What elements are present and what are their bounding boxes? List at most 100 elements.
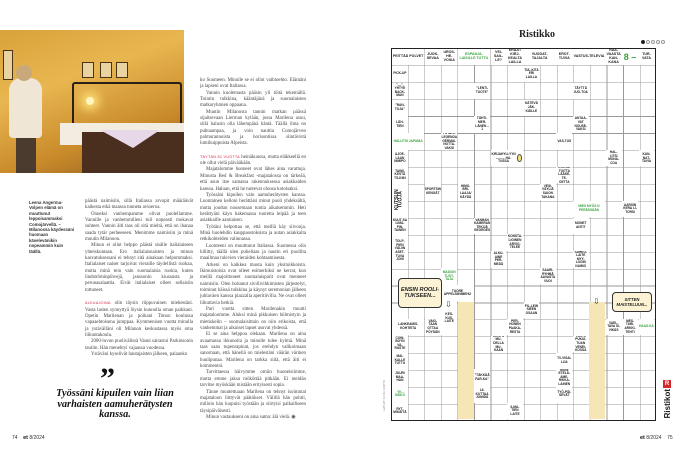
paragraph: Vannin kuolemasta pääsin yli töitä tekem… <box>200 90 306 109</box>
clue-text: VAIO-TAAN OTTAA PÖYDÄN <box>425 318 440 334</box>
crossword-clue: AARSIN KERA LI-TORSI <box>622 200 638 218</box>
clue-text: SÄHKÖ-LAITE MYY-LOGIN NAIMO <box>574 251 588 268</box>
crossword-clue: ”LENTI-TUOTE” <box>474 82 491 99</box>
crossword-clue: HAAS-KA <box>638 318 655 336</box>
clue-text: PIL-LEIN SIEEN OSAAN <box>524 303 539 315</box>
clue-text: COW-BOYN VA-RUSTE <box>394 335 406 351</box>
crossword-clue: VANHAN KAMERAN TEKIJÄ GEORGES <box>474 217 491 234</box>
arrow-down-icon: ⇩ <box>593 297 600 306</box>
highlighted-answer-column[interactable] <box>457 301 474 420</box>
clue-text: PER-HONEN PAAKA-RESTA <box>508 318 522 334</box>
crossword-clue: KÄTEVÄ JÄK-KÄILLE <box>523 99 540 116</box>
paragraph-text: heinäkuussa, mutta eläkkeellä en ole oll… <box>200 154 306 167</box>
clue-text: TAIMI-KESTÄ TS-KIIN <box>394 168 406 180</box>
highlighted-answer-column[interactable] <box>589 301 606 420</box>
clue-text: ”LENTI-TUOTE” <box>475 86 489 94</box>
crossword-clue: TV-VISAI-LIJA <box>556 352 573 369</box>
crossword-clue: TOLP-PIEN VÄLIIN ASET-TUVA JONI <box>392 234 408 268</box>
magazine-name: et <box>23 435 29 441</box>
photo-caption: Leena Angerma-Volpen elämä on muuttunut … <box>29 200 75 254</box>
crossword-title: Ristikko <box>518 29 556 40</box>
crossword-clue: KES-KUS-LAITE <box>441 301 458 336</box>
crossword-clue: ”RAN-TOJA” <box>392 99 408 116</box>
clue-text: LANKEAMIS-KOHTEITA <box>398 322 419 330</box>
clue-text: TUR-VATA <box>641 52 651 61</box>
bed-frame <box>72 82 182 134</box>
paragraph: Työssäni kipuilen vain aamuherätysten ka… <box>200 192 306 224</box>
issue: 8/2024 <box>29 435 45 441</box>
paragraph: Minun ei ollut helppo päästä sisälle ita… <box>85 243 193 293</box>
crossword-clue: TUORE APPELSIINIMEHU <box>441 285 474 302</box>
crossword-clue: KIRJAHYLLYYN ––––– HA-TUSSA <box>490 150 523 167</box>
difficulty-dot <box>641 40 645 44</box>
section-2-body: Majatalomme huoneet ovat lähes aina vara… <box>200 167 306 421</box>
clue-text: KIRJAHYLLYYN ––––– HA-TUSSA <box>491 151 516 164</box>
crossword-clue: TAIMI-KESTÄ TS-KIIN <box>392 167 408 184</box>
clue-text: VAEL-TAVA SI-VIKÄS <box>607 320 621 332</box>
clue-text: ANTAA-VAT NOUSE-VAKSI <box>574 116 587 132</box>
clue-text: KUTSUN TUOJA <box>394 190 404 211</box>
brand-name: Ristikot <box>662 389 672 419</box>
speech-bubble-left: ENSIN ROOLI-TUKSEEN... <box>398 278 442 308</box>
crossword-clue: SÄHKÖ-LAITE MYY-LOGIN NAIMO <box>572 251 589 268</box>
quote-mark-icon: ” <box>100 362 115 395</box>
crossword-header-clue: VUODAT-TAJALTA <box>523 49 556 66</box>
clue-text: TOLP-PIEN VÄLIIN ASET-TUVA JONI <box>394 239 406 262</box>
crossword-clue: ILMA-TIEN LAITE <box>507 403 523 420</box>
clue-text: KÄTEVÄ JÄK-KÄILLE <box>524 101 538 113</box>
difficulty-dot <box>656 40 660 44</box>
crossword-clue: TÄHTI-PUKUI-TUAN VENEI-KOSSA <box>572 335 589 352</box>
clue-text: MONET ANTIT <box>574 221 587 229</box>
crossword-clue: KENYS MU-DELLA MU-KAAN <box>490 335 507 352</box>
crossword-clue: SAARI-RYHMÄ AAVASTA VUOI <box>539 268 556 285</box>
crossword-clue: JUURI MAA-HAN <box>392 369 408 386</box>
crossword-clue: SPORTSIN KENGÄT <box>424 183 441 201</box>
person <box>9 78 42 138</box>
crossword-header-clue: ESPANJA-LAISILLE TUTTU <box>457 49 491 66</box>
clue-text: ”––”-YHTYE BACK-MAN <box>394 82 406 98</box>
issue: 8/2024 <box>646 435 662 441</box>
clue-text: KES-KUS-LAITE <box>444 312 454 324</box>
clue-text: JUOK-SEVAA <box>426 52 439 61</box>
crossword-clue: TÄHTI-MER-LÄNEN – 1 <box>474 116 491 133</box>
article-column-1: päästä naimisiin, sillä Italiassa arvopi… <box>85 199 193 358</box>
paragraph: päästä naimisiin, sillä Italiassa arvopi… <box>85 199 193 211</box>
clue-text: VAS-TUS <box>557 138 572 143</box>
page-footer-right: et 8/2024 75 <box>640 435 673 441</box>
clue-text: VEI-SAIL-LE? <box>493 50 504 63</box>
crossword-clue: COW-BOYN VA-RUSTE <box>392 335 408 352</box>
clue-text: YK-SIKKÖ <box>394 389 405 398</box>
ristikot-brand: R Ristikot <box>660 380 674 424</box>
clue-text: RYT-MIKÄITÄ <box>393 406 407 415</box>
crossword-clue: VAIO-TAAN OTTAA PÖYDÄN <box>424 318 441 336</box>
crossword-clue: ”––”-YHTYE BACK-MAN <box>392 82 408 99</box>
crossword-clue: KONSTA-LIGINEN ARVIO-TELEE <box>507 234 523 251</box>
clue-text: EROT-TUVIA <box>558 52 570 61</box>
clue-text: SAARI-RYHMÄ AAVASTA VUOI <box>540 268 556 283</box>
crossword-clue: LANKEAMIS-KOHTEITA <box>392 318 425 336</box>
clue-text: KONSTA-LIGINEN ARVIO-TELEE <box>507 234 523 250</box>
crossword-clue: FUTARI-LEGENDA GERMAI-NOTTA-VAKSI <box>441 133 458 150</box>
crossword-clue: MONET ANTIT <box>572 217 589 234</box>
crossword-clue: MIES MYÖS N PERÄSSÄÄN <box>572 200 606 218</box>
crossword-clue: VAS-TUS <box>556 133 573 150</box>
crossword-clue: RYT-MIKÄITÄ <box>392 403 408 420</box>
clue-text: KAN-NAT-TAVIA <box>641 151 652 164</box>
crossword-header-clue: JUOK-SEVAA <box>424 49 441 66</box>
clue-text: VESI-VÄYLIÄ SAION TAKANA <box>541 183 555 199</box>
clue-text: AARSIN KERA LI-TORSI <box>623 202 637 214</box>
paragraph: Muutin Milanosta tannin matkan päässä si… <box>200 109 306 147</box>
section-lead: ALKUAJOINA <box>85 301 111 306</box>
paragraph: Onneksi vanhempamme olivat puolellamme. … <box>85 211 193 243</box>
clue-text: LÄH-TIEN <box>396 119 404 128</box>
clue-text: ”RAN-TOJA” <box>394 103 405 111</box>
article-photo <box>0 30 184 173</box>
page-footer-left: 74 et 8/2024 <box>12 435 45 441</box>
section-paragraph: TÄYTÄN 81 VUOTTA heinäkuussa, mutta eläk… <box>200 154 306 168</box>
paragraph: Pari vuotta sitten Marilenakin muutti ma… <box>200 307 306 332</box>
wall-picture <box>116 62 128 78</box>
section-lead: TÄYTÄN 81 VUOTTA <box>200 154 240 159</box>
crossword-grid[interactable]: PEITTÄÄ POLVET JUOK-SEVAA UROS-HE-VOSIA ESP… <box>391 48 656 421</box>
clue-text: HALLITSI JAPANIA <box>393 138 423 143</box>
crossword-clue: AJOE-LAAN NIMIPO <box>392 150 408 167</box>
